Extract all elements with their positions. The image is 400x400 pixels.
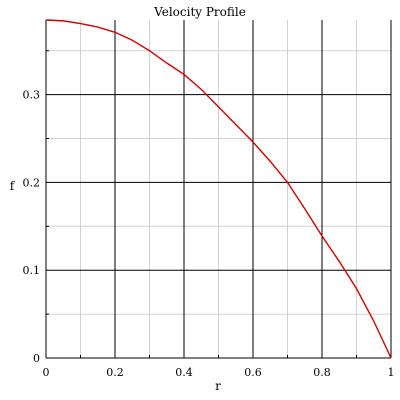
- series-layer: [45, 19, 392, 359]
- chart-title: Velocity Profile: [153, 5, 246, 19]
- y-tick-label: 0.3: [23, 89, 41, 102]
- x-tick-label: 1: [388, 366, 395, 379]
- x-tick-label: 0.4: [175, 366, 193, 379]
- major-grid: [45, 20, 392, 359]
- y-tick-label: 0.2: [23, 176, 41, 189]
- y-tick-label: 0.1: [23, 264, 41, 277]
- y-tick-label: 0: [33, 352, 40, 365]
- x-axis-label: r: [215, 379, 221, 393]
- minor-grid: [46, 20, 391, 358]
- x-tick-label: 0.2: [106, 366, 124, 379]
- tick-labels: 0 0.2 0.4 0.6 0.8 1 0 0.1 0.2 0.3: [23, 89, 395, 379]
- x-tick-label: 0: [43, 366, 50, 379]
- series-line: [45, 19, 392, 359]
- axis-ticks: [46, 50, 357, 358]
- x-tick-label: 0.6: [244, 366, 262, 379]
- y-axis-label: f: [10, 179, 16, 193]
- x-tick-label: 0.8: [313, 366, 331, 379]
